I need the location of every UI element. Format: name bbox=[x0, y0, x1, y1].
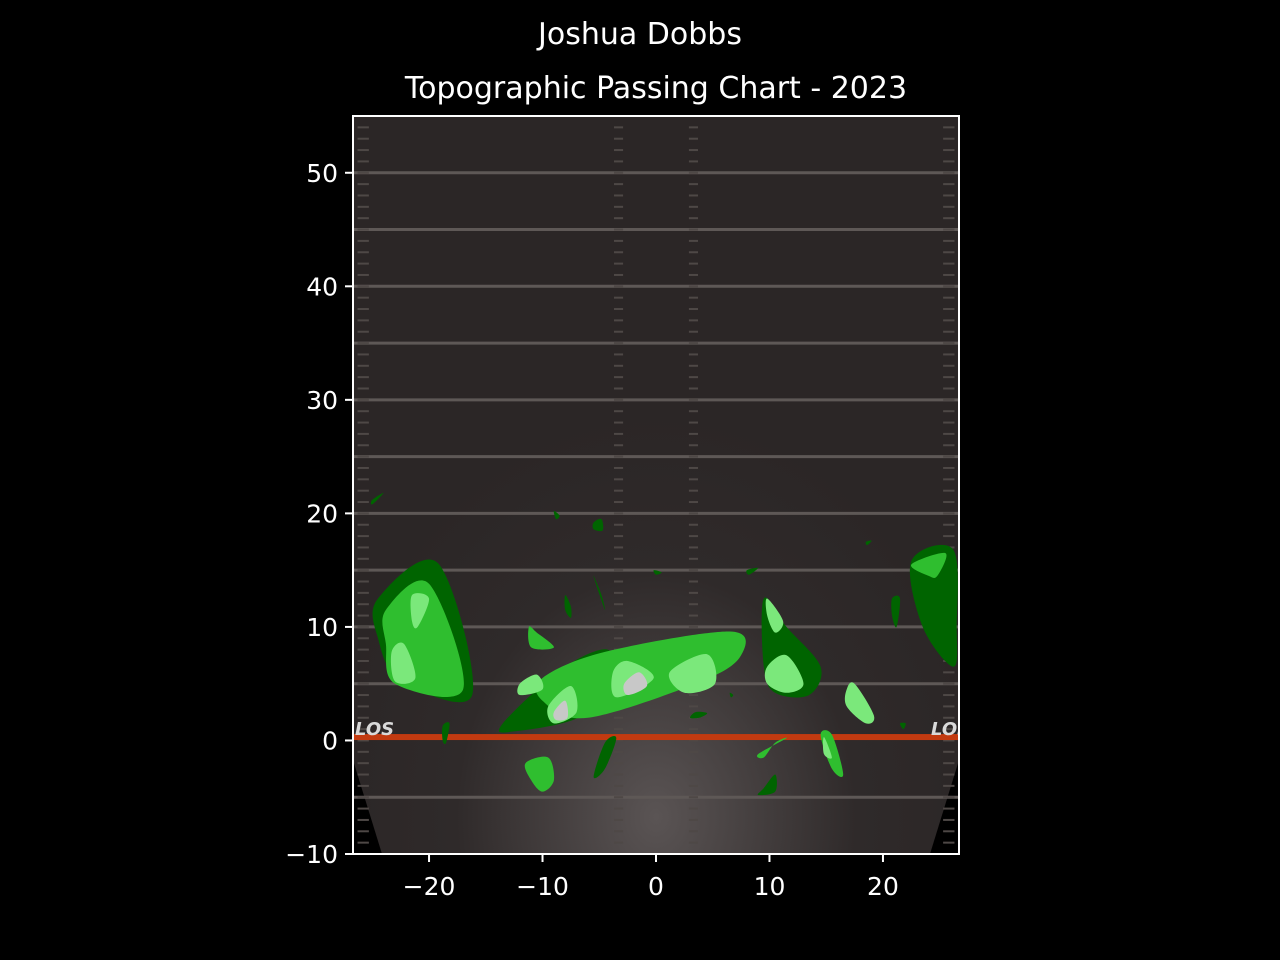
contour-level-1 bbox=[909, 544, 958, 667]
contour-level-1 bbox=[593, 575, 606, 611]
contour-level-2 bbox=[757, 737, 787, 759]
y-tick-label: 10 bbox=[306, 613, 338, 642]
contour-level-1 bbox=[891, 595, 901, 628]
contour-level-1 bbox=[729, 692, 734, 698]
contour-level-1 bbox=[865, 540, 872, 546]
contour-level-3 bbox=[517, 674, 544, 696]
contour-level-4 bbox=[553, 700, 569, 721]
contour-level-3 bbox=[844, 682, 875, 724]
contour-level-1 bbox=[370, 492, 384, 505]
y-tick-label: 20 bbox=[306, 499, 338, 528]
x-tick-label: 0 bbox=[648, 872, 664, 901]
contour-level-1 bbox=[553, 511, 560, 520]
y-tick-label: −10 bbox=[285, 840, 338, 869]
los-label-left: LOS bbox=[355, 719, 394, 740]
y-tick-label: 40 bbox=[306, 272, 338, 301]
contour-level-1 bbox=[593, 735, 617, 779]
contour-level-3 bbox=[390, 642, 416, 684]
contour-level-1 bbox=[592, 518, 604, 532]
contour-level-3 bbox=[410, 593, 430, 629]
contour-level-1 bbox=[757, 774, 777, 796]
x-axis: −20 −10 0 10 20 bbox=[403, 854, 899, 901]
chart-subtitle: Topographic Passing Chart - 2023 bbox=[404, 71, 907, 106]
contour-level-3 bbox=[822, 737, 832, 759]
contour-level-1 bbox=[689, 711, 708, 719]
contour-level-1 bbox=[653, 570, 662, 575]
hash-marks bbox=[357, 116, 955, 854]
contour-level-4 bbox=[623, 672, 648, 696]
line-of-scrimmage: LOS LOS bbox=[353, 719, 970, 741]
x-tick-label: 10 bbox=[754, 872, 786, 901]
contour-level-1 bbox=[899, 722, 906, 730]
contour-level-2 bbox=[524, 756, 555, 792]
contour-level-3 bbox=[668, 654, 717, 694]
contour-level-2 bbox=[910, 552, 947, 578]
y-tick-label: 50 bbox=[306, 159, 338, 188]
plot-area: LOS LOS bbox=[353, 116, 970, 854]
contour-level-1 bbox=[442, 722, 450, 745]
chart-title: Joshua Dobbs bbox=[536, 17, 742, 52]
los-line bbox=[353, 734, 959, 741]
contour-level-1 bbox=[564, 595, 572, 618]
x-tick-label: 20 bbox=[867, 872, 899, 901]
contour-level-1 bbox=[746, 567, 759, 575]
x-tick-label: −10 bbox=[516, 872, 569, 901]
field-background bbox=[353, 116, 959, 854]
y-axis: −10 0 10 20 30 40 50 bbox=[285, 159, 353, 869]
y-tick-label: 0 bbox=[322, 726, 338, 755]
x-tick-label: −20 bbox=[403, 872, 456, 901]
los-label-right: LOS bbox=[931, 719, 970, 740]
contour-level-3 bbox=[765, 598, 784, 633]
contour-level-2 bbox=[528, 626, 554, 650]
yard-lines bbox=[353, 171, 959, 799]
contour-level-3 bbox=[764, 654, 804, 693]
y-tick-label: 30 bbox=[306, 386, 338, 415]
density-contours bbox=[370, 492, 958, 796]
